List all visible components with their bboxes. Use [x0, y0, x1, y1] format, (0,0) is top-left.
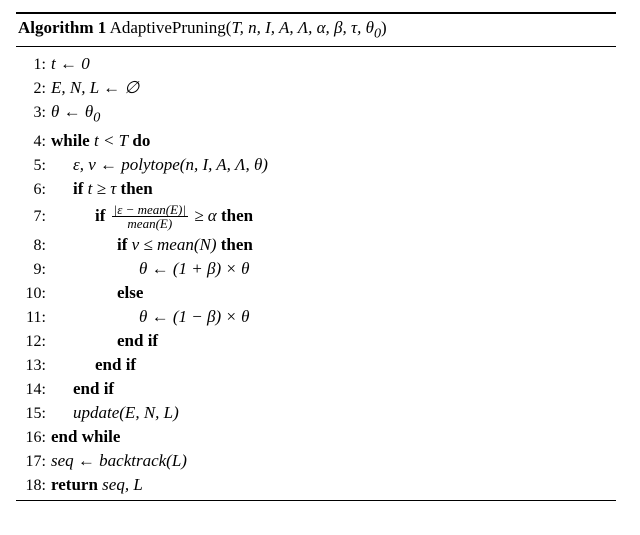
code-text: θ ← θ — [51, 102, 93, 121]
code: while t < T do — [51, 131, 616, 151]
algo-line: 7: if |ε − mean(E)|mean(E) ≥ α then — [16, 201, 616, 233]
keyword-do: do — [128, 131, 150, 150]
return-values: seq, L — [102, 475, 143, 494]
code-text: ε, ν ← polytope(n, I, A, Λ, θ) — [73, 155, 268, 174]
line-number: 7: — [16, 208, 51, 226]
code: end if — [51, 331, 616, 351]
code-text: θ ← (1 + β) × θ — [139, 259, 249, 278]
algorithm-block: Algorithm 1 AdaptivePruning(T, n, I, A, … — [16, 12, 616, 501]
line-number: 17: — [16, 453, 51, 471]
line-number: 18: — [16, 477, 51, 495]
algo-line: 14: end if — [16, 377, 616, 401]
code: θ ← θ0 — [51, 102, 616, 126]
algo-line: 12: end if — [16, 329, 616, 353]
code: else — [51, 283, 616, 303]
code-text: θ ← (1 − β) × θ — [139, 307, 249, 326]
line-number: 3: — [16, 104, 51, 122]
condition: t ≥ τ — [88, 179, 117, 198]
algo-line: 18: return seq, L — [16, 473, 616, 497]
fraction-numerator: |ε − mean(E)| — [112, 203, 188, 218]
keyword-then: then — [217, 206, 253, 225]
line-number: 12: — [16, 333, 51, 351]
algorithm-params-sub: 0 — [374, 25, 381, 41]
code: end if — [51, 355, 616, 375]
algorithm-title-prefix: AdaptivePruning( — [106, 18, 231, 37]
line-number: 6: — [16, 181, 51, 199]
algo-line: 9: θ ← (1 + β) × θ — [16, 257, 616, 281]
line-number: 4: — [16, 133, 51, 151]
fraction-denominator: mean(E) — [112, 217, 188, 231]
code: if |ε − mean(E)|mean(E) ≥ α then — [51, 203, 616, 231]
algo-line: 4: while t < T do — [16, 129, 616, 153]
code: end if — [51, 379, 616, 399]
line-number: 16: — [16, 429, 51, 447]
line-number: 2: — [16, 80, 51, 98]
line-number: 13: — [16, 357, 51, 375]
keyword-if: if — [117, 235, 132, 254]
fraction: |ε − mean(E)|mean(E) — [112, 203, 188, 231]
line-number: 15: — [16, 405, 51, 423]
keyword-if: if — [73, 179, 88, 198]
code: t ← 0 — [51, 54, 616, 74]
keyword-endif: end if — [73, 379, 114, 398]
code: ε, ν ← polytope(n, I, A, Λ, θ) — [51, 155, 616, 175]
algo-line: 17: seq ← backtrack(L) — [16, 449, 616, 473]
line-number: 14: — [16, 381, 51, 399]
line-number: 8: — [16, 237, 51, 255]
algo-line: 3: θ ← θ0 — [16, 100, 616, 128]
algo-line: 2: E, N, L ← ∅ — [16, 76, 616, 100]
keyword-then: then — [116, 179, 152, 198]
condition-tail: ≥ α — [190, 206, 217, 225]
rule-mid — [16, 46, 616, 47]
algo-line: 11: θ ← (1 − β) × θ — [16, 305, 616, 329]
condition: ν ≤ mean(N) — [132, 235, 217, 254]
keyword-return: return — [51, 475, 102, 494]
code-text: seq ← backtrack(L) — [51, 451, 187, 470]
code: θ ← (1 − β) × θ — [51, 307, 616, 327]
algorithm-title-suffix: ) — [381, 18, 387, 37]
code: end while — [51, 427, 616, 447]
code: return seq, L — [51, 475, 616, 495]
rule-bottom — [16, 500, 616, 501]
keyword-endif: end if — [95, 355, 136, 374]
code: if t ≥ τ then — [51, 179, 616, 199]
code: update(E, N, L) — [51, 403, 616, 423]
keyword-while: while — [51, 131, 94, 150]
algo-line: 15: update(E, N, L) — [16, 401, 616, 425]
algorithm-body: 1: t ← 0 2: E, N, L ← ∅ 3: θ ← θ0 4: whi… — [16, 50, 616, 497]
algo-line: 8: if ν ≤ mean(N) then — [16, 233, 616, 257]
condition: t < T — [94, 131, 128, 150]
algo-line: 16: end while — [16, 425, 616, 449]
algorithm-label: Algorithm 1 — [18, 18, 106, 37]
line-number: 1: — [16, 56, 51, 74]
keyword-then: then — [217, 235, 253, 254]
rule-top — [16, 12, 616, 14]
keyword-else: else — [117, 283, 143, 302]
code: E, N, L ← ∅ — [51, 78, 616, 98]
algo-line: 10: else — [16, 281, 616, 305]
code: θ ← (1 + β) × θ — [51, 259, 616, 279]
algorithm-params: T, n, I, A, Λ, α, β, τ, θ — [231, 18, 374, 37]
line-number: 9: — [16, 261, 51, 279]
keyword-endif: end if — [117, 331, 158, 350]
code: seq ← backtrack(L) — [51, 451, 616, 471]
algo-line: 1: t ← 0 — [16, 52, 616, 76]
algo-line: 6: if t ≥ τ then — [16, 177, 616, 201]
code: if ν ≤ mean(N) then — [51, 235, 616, 255]
line-number: 5: — [16, 157, 51, 175]
subscript: 0 — [93, 110, 100, 126]
keyword-if: if — [95, 206, 110, 225]
code-text: update(E, N, L) — [73, 403, 179, 422]
line-number: 11: — [16, 309, 51, 327]
algorithm-header: Algorithm 1 AdaptivePruning(T, n, I, A, … — [16, 16, 616, 43]
keyword-endwhile: end while — [51, 427, 120, 446]
algo-line: 13: end if — [16, 353, 616, 377]
line-number: 10: — [16, 285, 51, 303]
algo-line: 5: ε, ν ← polytope(n, I, A, Λ, θ) — [16, 153, 616, 177]
